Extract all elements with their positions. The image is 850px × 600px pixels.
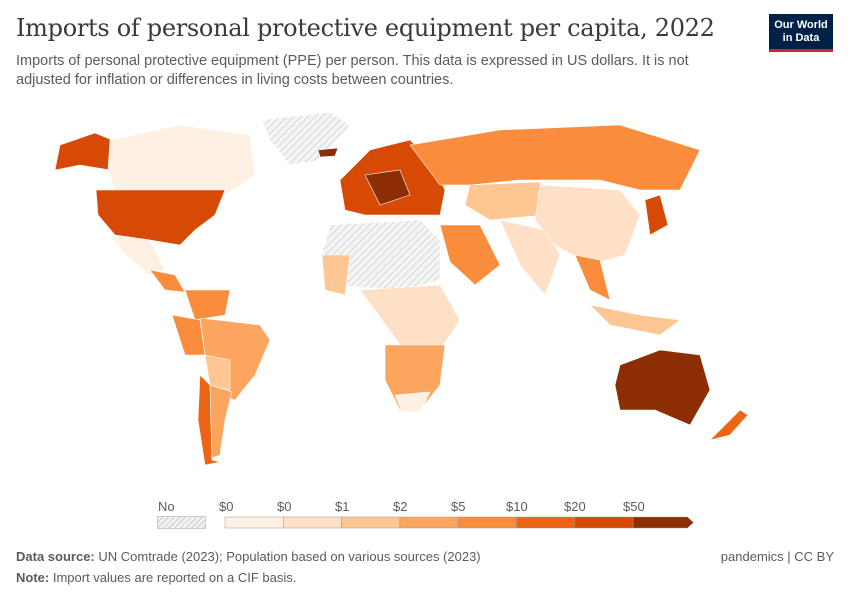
- legend-bin-label: $2: [393, 499, 408, 514]
- legend-bin-swatch[interactable]: [516, 516, 576, 529]
- license[interactable]: pandemics | CC BY: [720, 549, 834, 564]
- legend-color-bar: [224, 516, 694, 529]
- region-central-america: [149, 269, 186, 293]
- region-russia: [409, 124, 701, 191]
- region-west-africa: [321, 254, 351, 296]
- legend-bin-label: $0: [219, 499, 234, 514]
- region-argentina: [209, 384, 233, 459]
- note-text: Import values are reported on a CIF basi…: [52, 570, 297, 585]
- region-bolivia-paraguay: [204, 354, 231, 391]
- region-europe-core: [364, 169, 411, 206]
- legend-bin-swatch[interactable]: [341, 516, 401, 529]
- region-central-africa: [359, 284, 461, 351]
- legend-bin-swatch[interactable]: [283, 516, 342, 529]
- region-japan: [644, 194, 669, 236]
- legend-no-data-swatch: [157, 516, 206, 529]
- legend-bin-label: $10: [506, 499, 528, 514]
- note: Note: Import values are reported on a CI…: [16, 570, 296, 585]
- region-usa: [95, 189, 226, 246]
- legend-bin-label: $50: [623, 499, 645, 514]
- legend-bin-swatch[interactable]: [399, 516, 459, 529]
- legend-bin-label: $20: [564, 499, 586, 514]
- region-iceland: [317, 147, 339, 158]
- region-indonesia: [589, 304, 681, 336]
- region-southeast-asia: [574, 254, 611, 301]
- region-peru: [171, 314, 206, 356]
- region-south-africa: [394, 391, 431, 413]
- owid-logo[interactable]: Our World in Data: [769, 14, 833, 52]
- legend-bin-label: $0: [277, 499, 292, 514]
- note-label: Note:: [16, 570, 50, 585]
- legend-bin-swatch[interactable]: [574, 516, 634, 529]
- legend-bin-swatch[interactable]: [224, 516, 284, 529]
- region-middle-east: [439, 224, 501, 286]
- region-canada: [107, 124, 256, 196]
- region-south-asia: [499, 219, 561, 296]
- legend-bin-label: $1: [335, 499, 350, 514]
- region-greenland: [261, 111, 351, 166]
- logo-text: Our World in Data: [774, 19, 828, 44]
- world-map: [54, 111, 749, 466]
- region-china: [534, 184, 641, 266]
- legend-bin-swatch[interactable]: [632, 516, 694, 529]
- source-label: Data source:: [16, 549, 95, 564]
- legend-bin-swatch[interactable]: [457, 516, 517, 529]
- source-text[interactable]: UN Comtrade (2023); Population based on …: [98, 549, 481, 564]
- region-alaska: [54, 132, 113, 171]
- chart-title: Imports of personal protective equipment…: [16, 14, 715, 42]
- data-source: Data source: UN Comtrade (2023); Populat…: [16, 549, 481, 564]
- legend-bin-label: $5: [451, 499, 466, 514]
- chart-subtitle: Imports of personal protective equipment…: [16, 53, 689, 88]
- region-colombia-venezuela: [184, 289, 231, 321]
- region-central-asia: [464, 181, 546, 221]
- region-australia: [614, 349, 711, 426]
- region-new-zealand: [709, 409, 749, 441]
